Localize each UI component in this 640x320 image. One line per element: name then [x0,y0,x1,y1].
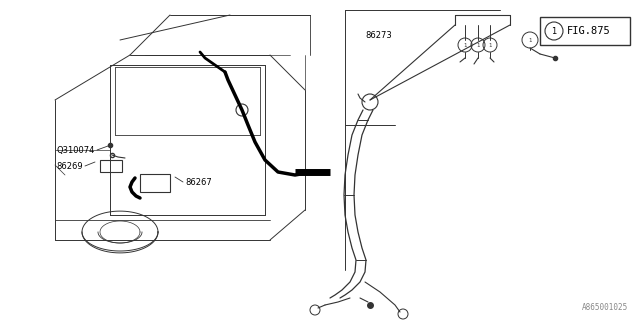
Text: 1: 1 [552,27,557,36]
Bar [100,160,122,172]
Text: 1: 1 [528,37,532,43]
Text: 86269: 86269 [56,162,83,171]
Bar [140,174,170,192]
Text: 1: 1 [463,43,467,47]
Text: FIG.875: FIG.875 [567,26,611,36]
Text: 1: 1 [488,43,492,47]
Bar [540,17,630,45]
Text: 86267: 86267 [185,178,212,187]
Text: Q310074: Q310074 [56,146,95,155]
Text: 1: 1 [476,43,480,47]
Text: 86273: 86273 [365,30,392,39]
Text: A865001025: A865001025 [582,303,628,312]
